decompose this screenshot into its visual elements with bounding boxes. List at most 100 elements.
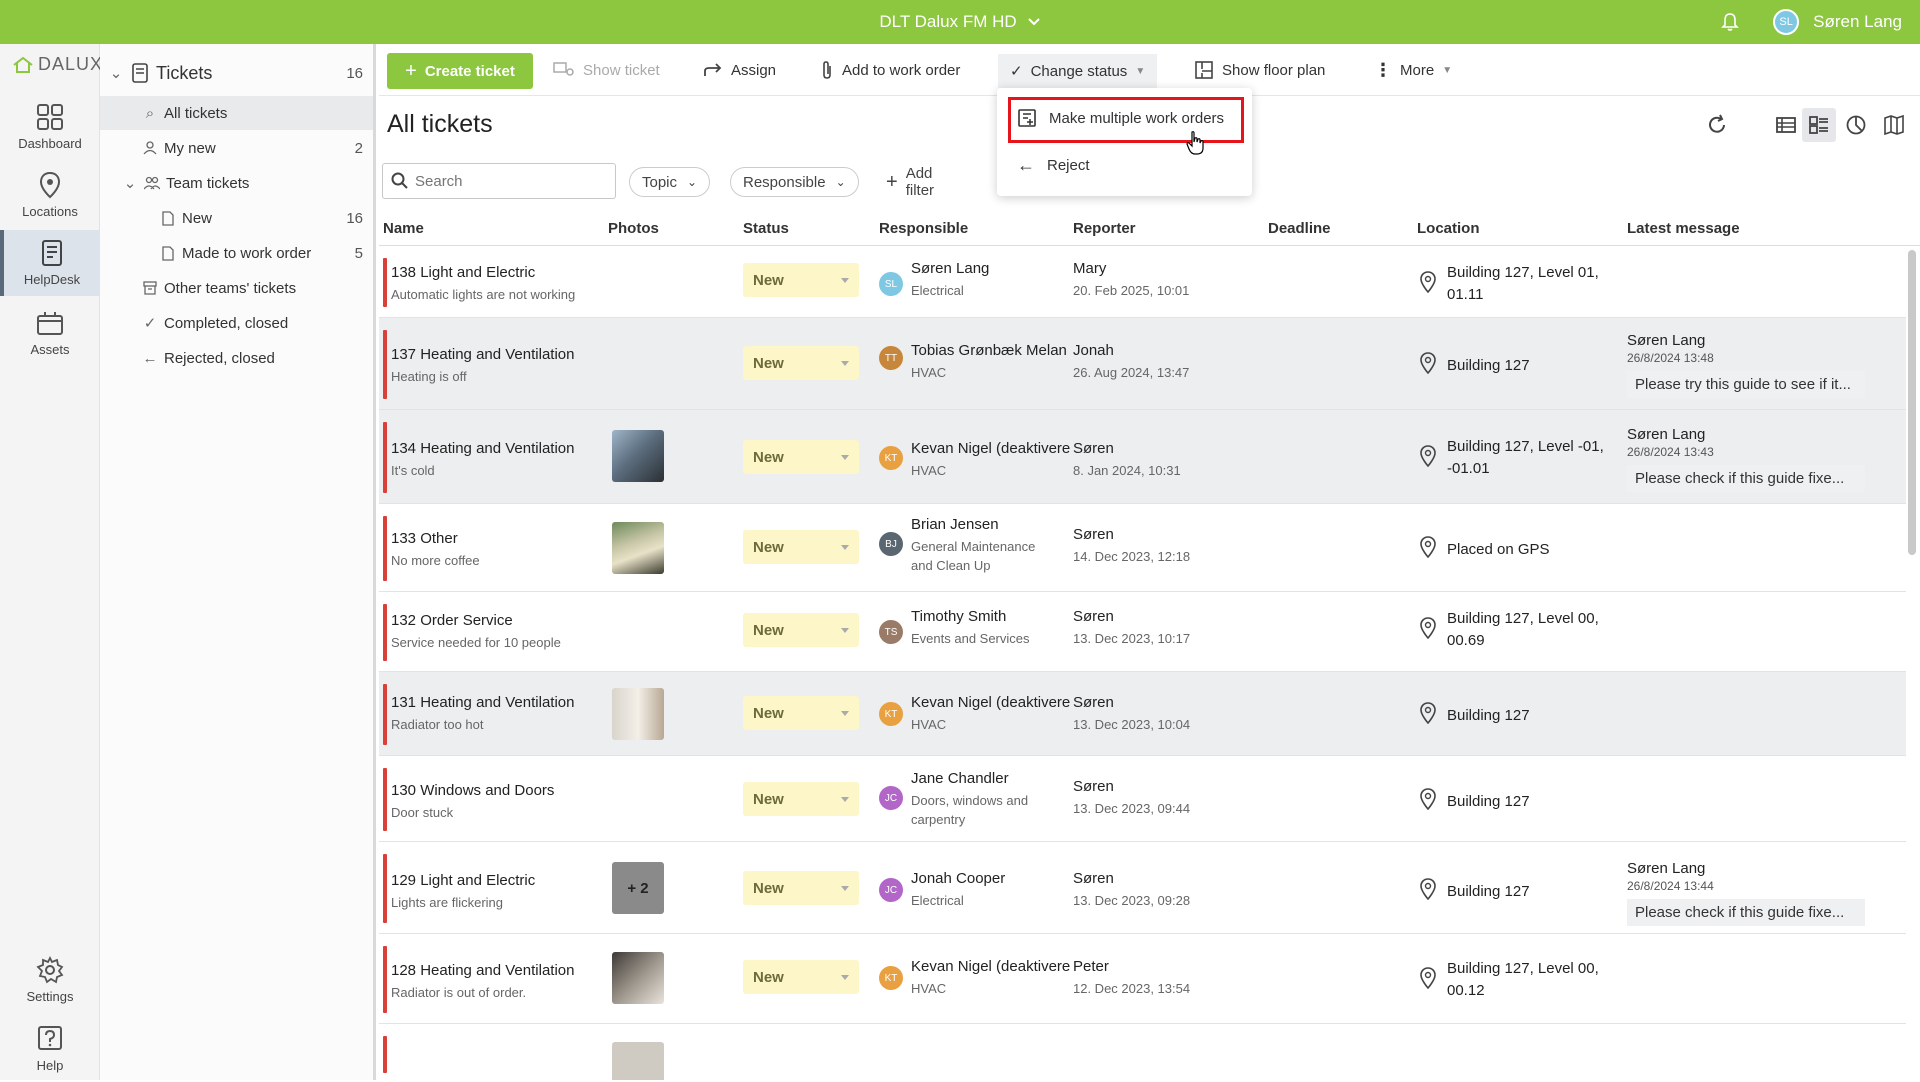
tree-item-label: Team tickets — [166, 174, 250, 192]
nav-label: HelpDesk — [23, 272, 81, 287]
create-ticket-button[interactable]: + Create ticket — [387, 53, 533, 89]
search-field[interactable] — [382, 163, 616, 199]
reject-item[interactable]: ← Reject — [997, 145, 1252, 185]
table-row[interactable]: 129 Light and Electric Lights are flicker… — [379, 842, 1906, 934]
change-status-button[interactable]: ✓ Change status ▼ — [998, 54, 1158, 88]
status-dropdown[interactable]: New — [743, 696, 859, 730]
caret-icon — [841, 455, 849, 460]
dalux-logo[interactable]: DALUX — [12, 54, 103, 75]
tree-item-all-tickets[interactable]: ⌕ All tickets — [100, 96, 373, 130]
tree-item-completed[interactable]: ✓ Completed, closed — [100, 306, 373, 340]
responsible-name: Jonah Cooper — [911, 870, 1006, 887]
user-avatar[interactable]: SL — [1773, 9, 1800, 35]
status-dropdown[interactable]: New — [743, 960, 859, 994]
table-row[interactable]: 128 Heating and Ventilation Radiator is o… — [379, 934, 1906, 1024]
table-row[interactable] — [379, 1024, 1906, 1080]
status-dropdown[interactable]: New — [743, 440, 859, 474]
ticket-photo[interactable] — [612, 1042, 664, 1080]
latest-message[interactable]: Søren Lang 26/8/2024 13:44 Please check if… — [1627, 860, 1865, 926]
tree-root-tickets[interactable]: ⌄ Tickets 16 — [100, 56, 373, 90]
ticket-photo[interactable] — [612, 522, 664, 574]
make-multiple-work-orders-item[interactable]: Make multiple work orders — [997, 98, 1252, 138]
checkmark-icon: ✓ — [1010, 63, 1023, 80]
tree-root-label: Tickets — [156, 62, 213, 83]
nav-helpdesk[interactable]: HelpDesk — [0, 230, 100, 296]
avatar: BJ — [879, 532, 903, 556]
reported-date: 13. Dec 2023, 10:04 — [1073, 717, 1191, 732]
status-dropdown[interactable]: New — [743, 346, 859, 380]
table-row[interactable]: 132 Order Service Service needed for 10 p… — [379, 592, 1906, 672]
project-title[interactable]: DLT Dalux FM HD — [879, 12, 1017, 31]
refresh-icon[interactable] — [1706, 114, 1728, 136]
tree-item-team-tickets[interactable]: ⌄ Team tickets — [100, 166, 373, 200]
project-selector[interactable]: DLT Dalux FM HD — [0, 0, 1920, 44]
nav-assets[interactable]: Assets — [0, 300, 100, 366]
status-dropdown[interactable]: New — [743, 613, 859, 647]
nav-dashboard[interactable]: Dashboard — [0, 94, 100, 160]
ticket-photo[interactable]: + 2 — [612, 862, 664, 914]
show-floor-plan-button[interactable]: Show floor plan — [1194, 44, 1325, 96]
helpdesk-icon — [42, 240, 62, 266]
table-scrollbar[interactable] — [1908, 250, 1916, 555]
topic-filter[interactable]: Topic ⌄ — [629, 167, 711, 197]
table-row[interactable]: 134 Heating and Ventilation It's cold New… — [379, 410, 1906, 504]
nav-locations[interactable]: Locations — [0, 162, 100, 228]
floor-plan-icon — [1195, 61, 1213, 79]
column-header-latest-message[interactable]: Latest message — [1627, 220, 1740, 237]
status-dropdown[interactable]: New — [743, 530, 859, 564]
kebab-icon: ⋮ — [1374, 59, 1392, 80]
create-ticket-label: Create ticket — [424, 62, 515, 80]
pie-chart-icon[interactable] — [1845, 114, 1867, 136]
add-filter-button[interactable]: + Add filter — [886, 165, 934, 199]
ticket-photo[interactable] — [612, 952, 664, 1004]
table-row[interactable]: 137 Heating and Ventilation Heating is of… — [379, 318, 1906, 410]
table-row[interactable]: 131 Heating and Ventilation Radiator too … — [379, 672, 1906, 756]
location-text: Building 127, Level 01, 01.11 — [1447, 264, 1599, 303]
table-row[interactable]: 138 Light and Electric Automatic lights a… — [379, 246, 1906, 318]
table-row[interactable]: 133 Other No more coffee New BJ Brian Jens… — [379, 504, 1906, 592]
location-pin-icon — [1419, 966, 1437, 994]
card-view-toggle[interactable] — [1802, 108, 1836, 142]
map-icon[interactable] — [1883, 114, 1905, 136]
nav-help[interactable]: Help — [0, 1016, 100, 1082]
bell-icon[interactable] — [1721, 12, 1740, 32]
column-header-name[interactable]: Name — [383, 220, 424, 237]
ticket-photo[interactable] — [612, 430, 664, 482]
assign-button[interactable]: Assign — [703, 44, 776, 96]
table-row[interactable]: 130 Windows and Doors Door stuck New JC Ja… — [379, 756, 1906, 842]
latest-message[interactable]: Søren Lang 26/8/2024 13:48 Please try this… — [1627, 332, 1865, 398]
user-name[interactable]: Søren Lang — [1813, 12, 1902, 31]
chevron-down-icon[interactable]: ⌄ — [123, 175, 137, 192]
status-dropdown[interactable]: New — [743, 871, 859, 905]
more-button[interactable]: ⋮ More ▼ — [1374, 44, 1452, 96]
show-ticket-button[interactable]: Show ticket — [553, 44, 660, 96]
nav-label: Help — [36, 1058, 64, 1073]
tree-item-made-to-work-order[interactable]: Made to work order 5 — [100, 236, 373, 270]
column-header-location[interactable]: Location — [1417, 220, 1480, 237]
list-view-icon[interactable] — [1775, 114, 1797, 136]
ticket-tree-panel: ⌄ Tickets 16 ⌕ All tickets My new 2 ⌄ Te… — [100, 44, 376, 1080]
add-to-work-order-button[interactable]: Add to work order — [820, 44, 960, 96]
nav-label: Assets — [30, 342, 70, 357]
tree-item-new[interactable]: New 16 — [100, 201, 373, 235]
latest-message[interactable]: Søren Lang 26/8/2024 13:43 Please check if… — [1627, 426, 1865, 492]
chevron-down-icon[interactable]: ⌄ — [109, 65, 123, 82]
column-header-responsible[interactable]: Responsible — [879, 220, 969, 237]
tree-item-my-new[interactable]: My new 2 — [100, 131, 373, 165]
column-header-reporter[interactable]: Reporter — [1073, 220, 1136, 237]
status-dropdown[interactable]: New — [743, 782, 859, 816]
nav-settings[interactable]: Settings — [0, 947, 100, 1013]
chevron-down-icon[interactable] — [1027, 15, 1041, 29]
reported-date: 12. Dec 2023, 13:54 — [1073, 981, 1191, 996]
column-header-photos[interactable]: Photos — [608, 220, 659, 237]
status-value: New — [753, 879, 784, 897]
column-header-status[interactable]: Status — [743, 220, 789, 237]
status-dropdown[interactable]: New — [743, 263, 859, 297]
responsible-filter[interactable]: Responsible ⌄ — [730, 167, 859, 197]
column-header-deadline[interactable]: Deadline — [1268, 220, 1331, 237]
document-icon — [160, 210, 176, 226]
search-input[interactable] — [415, 172, 595, 190]
ticket-photo[interactable] — [612, 688, 664, 740]
tree-item-other-teams[interactable]: Other teams' tickets — [100, 271, 373, 305]
tree-item-rejected[interactable]: ← Rejected, closed — [100, 341, 373, 375]
